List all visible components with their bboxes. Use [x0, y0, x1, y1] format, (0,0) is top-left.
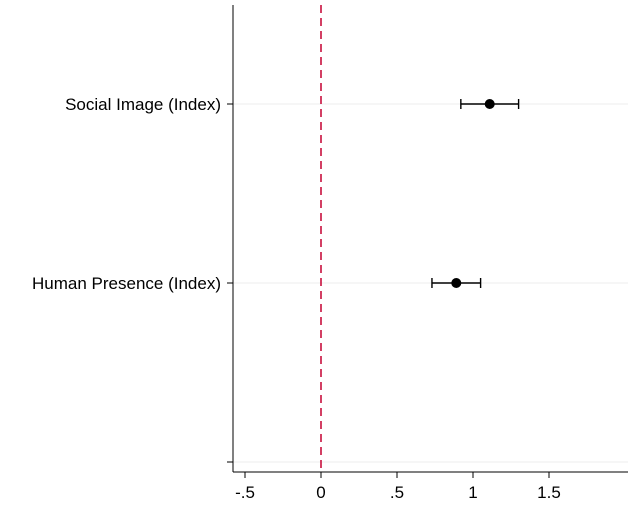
x-tick-label: .5 — [390, 483, 404, 502]
x-tick-label: -.5 — [235, 483, 255, 502]
x-tick-label: 0 — [316, 483, 325, 502]
point-estimate — [484, 99, 495, 109]
x-tick-label: 1 — [468, 483, 477, 502]
y-tick-label: Human Presence (Index) — [32, 274, 221, 293]
x-tick-label: 1.5 — [537, 483, 561, 502]
y-tick-label: Social Image (Index) — [65, 95, 221, 114]
grid-layer — [233, 103, 628, 463]
x-axis-ticks: -.5 0 .5 1 1.5 — [235, 472, 561, 502]
point-estimate — [451, 278, 462, 288]
estimate-marks — [431, 99, 520, 288]
y-axis-ticks: Social Image (Index) Human Presence (Inde… — [32, 95, 233, 463]
